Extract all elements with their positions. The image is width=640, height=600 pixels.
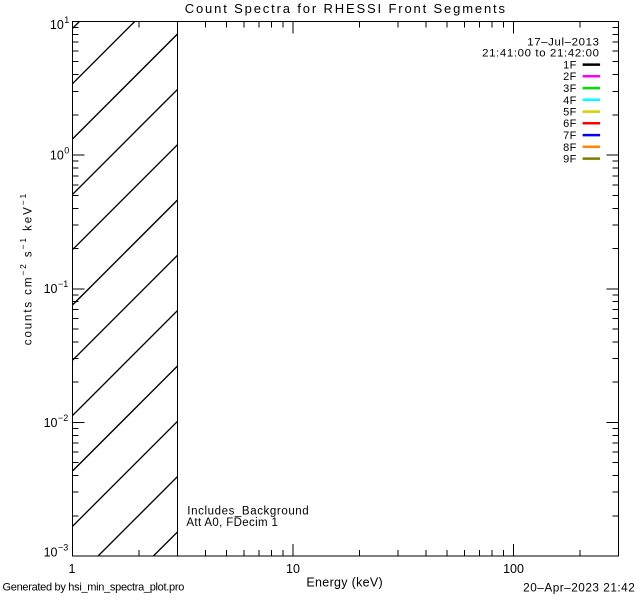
svg-text:1: 1 [64,15,69,25]
svg-text:Att A0, FDecim 1: Att A0, FDecim 1 [186,517,278,529]
svg-text:counts cm−2 s−1 keV−1: counts cm−2 s−1 keV−1 [18,192,35,345]
svg-text:10: 10 [50,18,64,32]
svg-text:5F: 5F [563,107,576,119]
svg-text:10: 10 [286,562,300,576]
svg-text:3F: 3F [563,83,576,95]
svg-text:1: 1 [69,562,76,576]
svg-text:4F: 4F [563,95,576,107]
svg-text:−3: −3 [58,543,68,553]
svg-text:2F: 2F [563,71,576,83]
svg-text:7F: 7F [563,130,576,142]
svg-text:8F: 8F [563,142,576,154]
svg-text:10: 10 [44,416,58,430]
svg-text:21:41:00 to 21:42:00: 21:41:00 to 21:42:00 [482,48,600,60]
svg-text:Generated by hsi_min_spectra_p: Generated by hsi_min_spectra_plot.pro [3,582,185,594]
svg-text:Includes_Background: Includes_Background [187,506,309,518]
svg-text:20–Apr–2023 21:42: 20–Apr–2023 21:42 [523,581,635,595]
svg-text:0: 0 [64,146,69,156]
svg-text:17–Jul–2013: 17–Jul–2013 [527,37,599,49]
svg-text:9F: 9F [563,154,576,166]
svg-text:6F: 6F [563,118,576,130]
svg-text:Count Spectra for RHESSI Front: Count Spectra for RHESSI Front Segments [185,1,507,16]
svg-text:1F: 1F [563,60,576,72]
svg-text:10: 10 [44,546,58,560]
svg-text:−1: −1 [58,279,68,289]
svg-text:10: 10 [50,149,64,163]
svg-text:100: 100 [503,562,524,576]
svg-text:−2: −2 [58,413,68,423]
svg-text:10: 10 [44,282,58,296]
svg-text:Energy (keV): Energy (keV) [306,576,383,590]
